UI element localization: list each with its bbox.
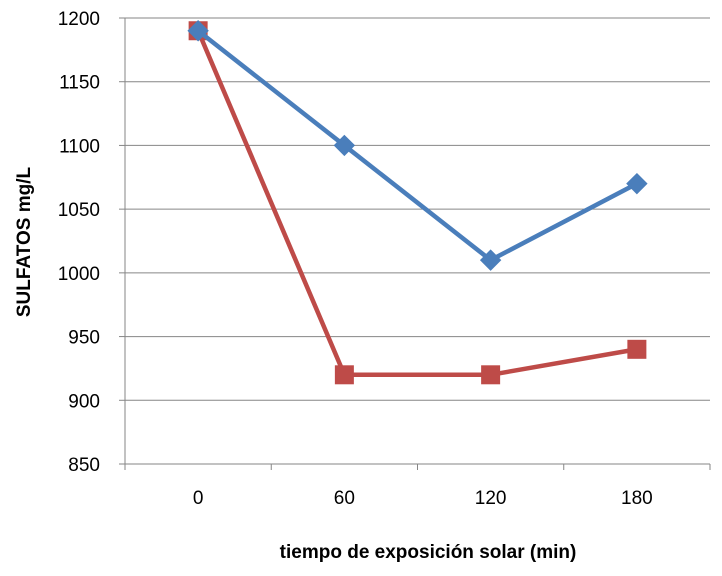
y-tick-label: 950: [68, 328, 100, 349]
series-2-line: [195, 28, 640, 378]
series-1-point: [626, 172, 648, 195]
series-1: [187, 20, 648, 271]
y-tick-label: 1100: [59, 136, 100, 157]
x-tick-label: 180: [621, 488, 653, 509]
series-1-line: [195, 28, 640, 263]
y-tick-label: 850: [68, 455, 100, 476]
series-2-point: [627, 339, 647, 359]
x-axis-ticks: 0 60 120 180: [124, 464, 711, 509]
series-1-point: [187, 20, 209, 42]
x-tick-label: 60: [334, 488, 355, 509]
x-axis-title: tiempo de exposición solar (min): [280, 542, 577, 563]
y-tick-label: 900: [68, 391, 100, 412]
series-1-point: [333, 134, 356, 157]
y-axis-ticks: 850 900 950 1000 1050 1100 1150 1200: [58, 9, 125, 476]
y-axis-title: SULFATOS mg/L: [14, 166, 35, 317]
gridlines: [125, 17, 710, 401]
y-tick-label: 1000: [58, 264, 100, 285]
y-tick-label: 1050: [58, 200, 100, 221]
x-tick-label: 0: [193, 488, 204, 509]
axes: [124, 18, 710, 465]
y-tick-label: 1200: [58, 9, 100, 30]
series-1-point: [479, 249, 502, 271]
x-tick-label: 120: [475, 488, 507, 509]
series-2-point: [481, 365, 501, 385]
series-layer: [187, 20, 648, 385]
y-tick-label: 1150: [59, 73, 100, 94]
series-2-point: [334, 365, 354, 385]
